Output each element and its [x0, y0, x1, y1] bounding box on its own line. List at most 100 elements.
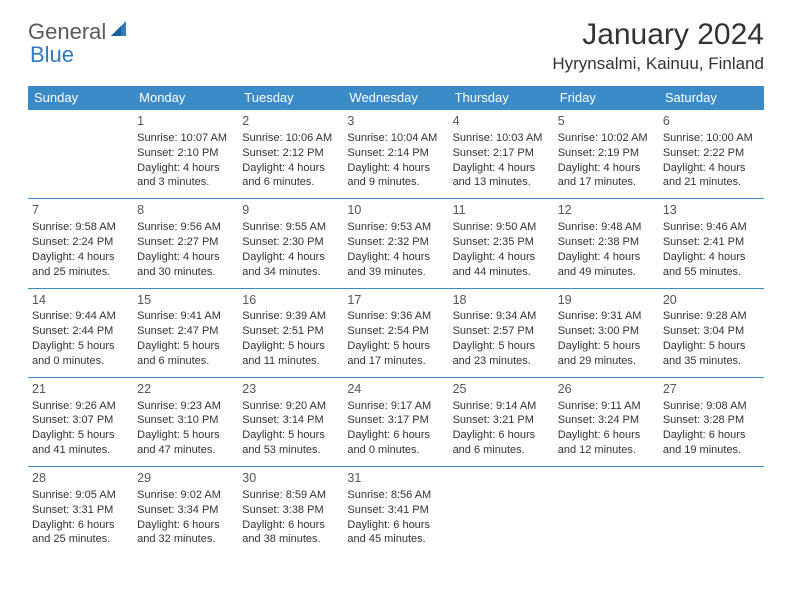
daylight-line: Daylight: 5 hours [242, 428, 339, 443]
day-header: Friday [554, 86, 659, 110]
day-number: 9 [242, 202, 339, 219]
calendar-cell: 23Sunrise: 9:20 AMSunset: 3:14 PMDayligh… [238, 377, 343, 466]
daylight-line: Daylight: 4 hours [453, 161, 550, 176]
day-number: 29 [137, 470, 234, 487]
day-number: 15 [137, 292, 234, 309]
day-number: 30 [242, 470, 339, 487]
logo-word2: Blue [30, 42, 74, 67]
day-number: 6 [663, 113, 760, 130]
day-number: 11 [453, 202, 550, 219]
day-number: 14 [32, 292, 129, 309]
calendar-cell: 11Sunrise: 9:50 AMSunset: 2:35 PMDayligh… [449, 199, 554, 288]
sunset-line: Sunset: 3:28 PM [663, 413, 760, 428]
day-number: 3 [347, 113, 444, 130]
sunset-line: Sunset: 2:22 PM [663, 146, 760, 161]
day-number: 5 [558, 113, 655, 130]
logo-word1: General [28, 19, 106, 45]
calendar-cell: 25Sunrise: 9:14 AMSunset: 3:21 PMDayligh… [449, 377, 554, 466]
logo: General [28, 18, 132, 45]
calendar-cell: 8Sunrise: 9:56 AMSunset: 2:27 PMDaylight… [133, 199, 238, 288]
day-number: 7 [32, 202, 129, 219]
sunrise-line: Sunrise: 9:56 AM [137, 220, 234, 235]
calendar-week-row: 1Sunrise: 10:07 AMSunset: 2:10 PMDayligh… [28, 110, 764, 199]
daylight-line: and 12 minutes. [558, 443, 655, 458]
daylight-line: Daylight: 4 hours [137, 250, 234, 265]
calendar-cell: 12Sunrise: 9:48 AMSunset: 2:38 PMDayligh… [554, 199, 659, 288]
calendar-cell: 22Sunrise: 9:23 AMSunset: 3:10 PMDayligh… [133, 377, 238, 466]
daylight-line: and 6 minutes. [242, 175, 339, 190]
daylight-line: and 23 minutes. [453, 354, 550, 369]
sunset-line: Sunset: 2:10 PM [137, 146, 234, 161]
sunset-line: Sunset: 3:34 PM [137, 503, 234, 518]
calendar-cell: 17Sunrise: 9:36 AMSunset: 2:54 PMDayligh… [343, 288, 448, 377]
sunset-line: Sunset: 2:24 PM [32, 235, 129, 250]
sunset-line: Sunset: 3:38 PM [242, 503, 339, 518]
sunrise-line: Sunrise: 9:23 AM [137, 399, 234, 414]
daylight-line: and 47 minutes. [137, 443, 234, 458]
day-number: 28 [32, 470, 129, 487]
calendar-table: Sunday Monday Tuesday Wednesday Thursday… [28, 86, 764, 555]
sunset-line: Sunset: 2:32 PM [347, 235, 444, 250]
daylight-line: Daylight: 5 hours [347, 339, 444, 354]
daylight-line: Daylight: 5 hours [558, 339, 655, 354]
daylight-line: Daylight: 4 hours [558, 161, 655, 176]
day-number: 22 [137, 381, 234, 398]
calendar-cell: 15Sunrise: 9:41 AMSunset: 2:47 PMDayligh… [133, 288, 238, 377]
title-block: January 2024 Hyrynsalmi, Kainuu, Finland [552, 18, 764, 74]
calendar-cell: 29Sunrise: 9:02 AMSunset: 3:34 PMDayligh… [133, 467, 238, 556]
daylight-line: Daylight: 6 hours [663, 428, 760, 443]
calendar-cell: 5Sunrise: 10:02 AMSunset: 2:19 PMDayligh… [554, 110, 659, 199]
daylight-line: Daylight: 4 hours [663, 250, 760, 265]
sunset-line: Sunset: 2:35 PM [453, 235, 550, 250]
daylight-line: and 6 minutes. [453, 443, 550, 458]
day-number: 31 [347, 470, 444, 487]
calendar-cell: 26Sunrise: 9:11 AMSunset: 3:24 PMDayligh… [554, 377, 659, 466]
sunrise-line: Sunrise: 9:28 AM [663, 309, 760, 324]
sunrise-line: Sunrise: 9:05 AM [32, 488, 129, 503]
daylight-line: Daylight: 6 hours [242, 518, 339, 533]
daylight-line: Daylight: 5 hours [32, 339, 129, 354]
sunrise-line: Sunrise: 9:46 AM [663, 220, 760, 235]
sunset-line: Sunset: 3:31 PM [32, 503, 129, 518]
calendar-cell: 6Sunrise: 10:00 AMSunset: 2:22 PMDayligh… [659, 110, 764, 199]
sunrise-line: Sunrise: 9:17 AM [347, 399, 444, 414]
day-header-row: Sunday Monday Tuesday Wednesday Thursday… [28, 86, 764, 110]
day-header: Saturday [659, 86, 764, 110]
calendar-cell: 3Sunrise: 10:04 AMSunset: 2:14 PMDayligh… [343, 110, 448, 199]
calendar-cell: 14Sunrise: 9:44 AMSunset: 2:44 PMDayligh… [28, 288, 133, 377]
daylight-line: Daylight: 4 hours [663, 161, 760, 176]
daylight-line: and 49 minutes. [558, 265, 655, 280]
daylight-line: and 19 minutes. [663, 443, 760, 458]
calendar-cell: 1Sunrise: 10:07 AMSunset: 2:10 PMDayligh… [133, 110, 238, 199]
sunset-line: Sunset: 3:07 PM [32, 413, 129, 428]
daylight-line: and 6 minutes. [137, 354, 234, 369]
daylight-line: and 45 minutes. [347, 532, 444, 547]
day-header: Monday [133, 86, 238, 110]
daylight-line: and 3 minutes. [137, 175, 234, 190]
daylight-line: Daylight: 6 hours [558, 428, 655, 443]
day-header: Wednesday [343, 86, 448, 110]
calendar-cell: 18Sunrise: 9:34 AMSunset: 2:57 PMDayligh… [449, 288, 554, 377]
sunset-line: Sunset: 3:14 PM [242, 413, 339, 428]
day-number: 20 [663, 292, 760, 309]
daylight-line: and 34 minutes. [242, 265, 339, 280]
daylight-line: Daylight: 5 hours [32, 428, 129, 443]
day-number: 23 [242, 381, 339, 398]
day-number: 26 [558, 381, 655, 398]
day-number: 24 [347, 381, 444, 398]
calendar-week-row: 14Sunrise: 9:44 AMSunset: 2:44 PMDayligh… [28, 288, 764, 377]
sunrise-line: Sunrise: 10:04 AM [347, 131, 444, 146]
day-number: 10 [347, 202, 444, 219]
calendar-cell: 19Sunrise: 9:31 AMSunset: 3:00 PMDayligh… [554, 288, 659, 377]
sunrise-line: Sunrise: 9:36 AM [347, 309, 444, 324]
sunset-line: Sunset: 3:41 PM [347, 503, 444, 518]
daylight-line: Daylight: 5 hours [242, 339, 339, 354]
daylight-line: and 11 minutes. [242, 354, 339, 369]
daylight-line: Daylight: 5 hours [663, 339, 760, 354]
daylight-line: and 17 minutes. [347, 354, 444, 369]
daylight-line: Daylight: 4 hours [242, 161, 339, 176]
daylight-line: and 0 minutes. [347, 443, 444, 458]
daylight-line: and 9 minutes. [347, 175, 444, 190]
calendar-cell: 4Sunrise: 10:03 AMSunset: 2:17 PMDayligh… [449, 110, 554, 199]
calendar-week-row: 21Sunrise: 9:26 AMSunset: 3:07 PMDayligh… [28, 377, 764, 466]
